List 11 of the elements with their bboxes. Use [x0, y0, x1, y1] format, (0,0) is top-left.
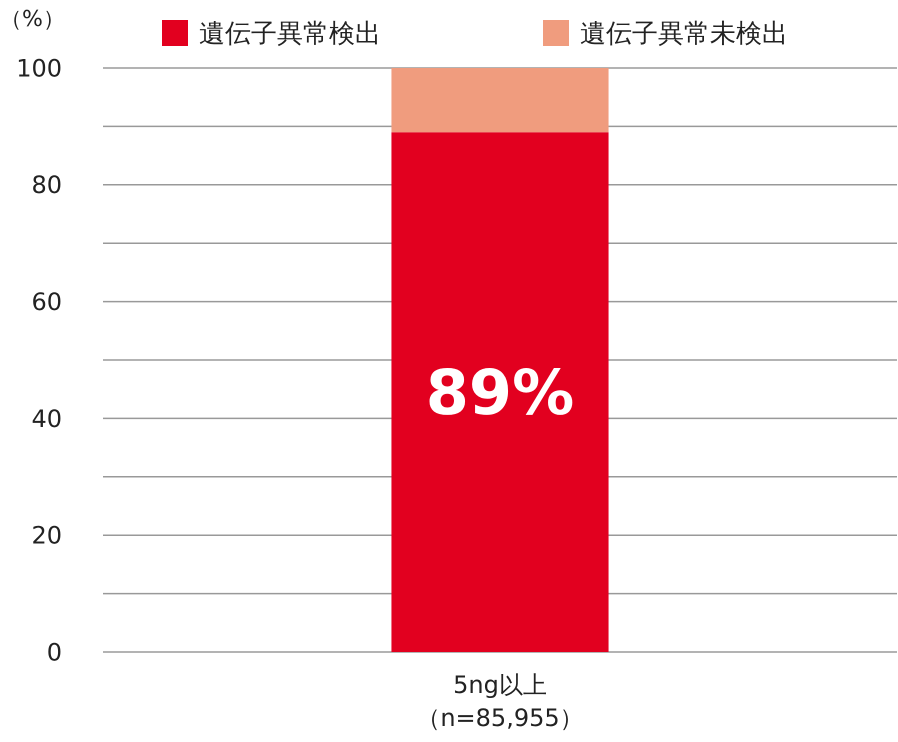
x-tick-label: 5ng以上（n=85,955）	[416, 671, 584, 732]
data-label: 89%	[426, 356, 574, 429]
y-axis-title: （%）	[0, 7, 65, 32]
y-tick-label: 60	[31, 288, 62, 316]
y-tick-label: 100	[16, 54, 62, 82]
y-tick-label: 0	[46, 638, 62, 666]
y-tick-label: 80	[31, 171, 62, 200]
legend-label: 遺伝子異常検出	[199, 19, 381, 50]
y-tick-label: 20	[31, 522, 62, 550]
legend-label: 遺伝子異常未検出	[580, 19, 788, 50]
y-tick-label: 40	[31, 404, 62, 433]
